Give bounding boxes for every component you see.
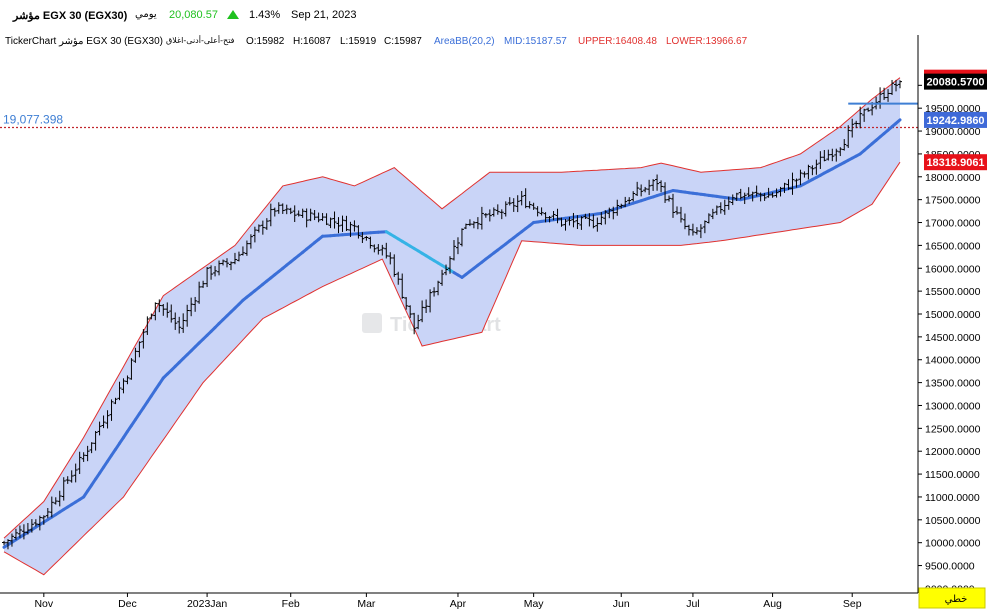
indicator-mid: MID:15187.57 [504, 36, 567, 47]
last-price: 20,080.57 [169, 9, 218, 21]
y-tick-label: 11000.0000 [925, 492, 980, 504]
y-tick-label: 12000.0000 [925, 446, 981, 458]
chart-source: TickerChart مؤشر EGX 30 (EGX30) [5, 36, 163, 47]
close-value: C:15987 [384, 36, 422, 47]
linear-scale-button-label: خطي [945, 594, 968, 605]
mid-band-tag-box [924, 111, 987, 128]
high-value: H:16087 [293, 36, 331, 47]
y-tick-label: 10500.0000 [925, 515, 981, 527]
lower-band-tag: 18318.9061 [926, 157, 984, 169]
x-tick-label: Aug [763, 598, 782, 610]
lower-band-line [3, 161, 901, 576]
lower-band-tag-box [924, 154, 987, 171]
y-tick-label: 12500.0000 [925, 423, 981, 435]
bollinger-band-area [3, 77, 901, 576]
y-tick-label: 16000.0000 [925, 263, 981, 275]
dotted-level: 19,077.398 [0, 113, 918, 129]
y-tick-label: 14500.0000 [925, 332, 981, 344]
mid-band-tag: 19242.9860 [926, 115, 984, 127]
x-tick-label: 2023Jan [187, 598, 227, 610]
chart-date: Sep 21, 2023 [291, 9, 357, 21]
upper-band-line [3, 77, 901, 539]
linear-scale-button[interactable]: خطي [918, 587, 986, 609]
indicator-lower: LOWER:13966.67 [666, 36, 748, 47]
last-price-tag-box [924, 73, 987, 90]
y-tick-label: 17000.0000 [925, 218, 981, 230]
price-bars [2, 79, 902, 550]
dotted-level-label: 19,077.398 [3, 113, 63, 127]
symbol-title[interactable]: مؤشر EGX 30 (EGX30) [13, 10, 128, 22]
indicator-name[interactable]: AreaBB(20,2) [434, 36, 495, 47]
period-label[interactable]: يومي [135, 9, 157, 20]
x-tick-label: Dec [118, 598, 137, 610]
x-tick-label: Nov [34, 598, 53, 610]
x-tick-label: Feb [282, 598, 300, 610]
y-tick-label: 15500.0000 [925, 286, 981, 298]
low-value: L:15919 [340, 36, 377, 47]
x-tick-label: Jul [686, 598, 699, 610]
indicator-upper: UPPER:16408.48 [578, 36, 657, 47]
band-fill [4, 77, 900, 575]
last-price-tag: 20080.5700 [926, 77, 984, 89]
y-tick-label: 13000.0000 [925, 400, 981, 412]
y-tick-label: 11500.0000 [925, 469, 980, 481]
watermark-logo-icon [362, 313, 382, 333]
y-tick-label: 18000.0000 [925, 172, 981, 184]
y-tick-label: 19000.0000 [925, 126, 981, 138]
x-tick-label: May [524, 598, 545, 610]
y-tick-label: 10000.0000 [925, 538, 981, 550]
bollinger-mid-line [2, 118, 902, 549]
up-arrow-icon [227, 10, 239, 19]
y-tick-label: 16500.0000 [925, 240, 981, 252]
ohlc-labels: فتح-أعلى-أدنى-اغلاق [166, 36, 235, 45]
mid-line-segment [894, 118, 902, 125]
x-axis[interactable]: Nov Dec 2023Jan Feb Mar Apr May Jun Jul Aug Sep [34, 593, 862, 610]
y-tick-label: 9500.0000 [925, 561, 975, 573]
x-tick-label: Mar [357, 598, 376, 610]
open-value: O:15982 [246, 36, 285, 47]
y-tick-label: 14000.0000 [925, 355, 981, 367]
change-percent: 1.43% [249, 9, 281, 21]
x-tick-label: Apr [450, 598, 467, 610]
y-tick-label: 17500.0000 [925, 195, 981, 207]
y-tick-label: 15000.0000 [925, 309, 981, 321]
x-tick-label: Jun [613, 598, 630, 610]
y-tick-label: 13500.0000 [925, 378, 981, 390]
x-tick-label: Sep [843, 598, 862, 610]
